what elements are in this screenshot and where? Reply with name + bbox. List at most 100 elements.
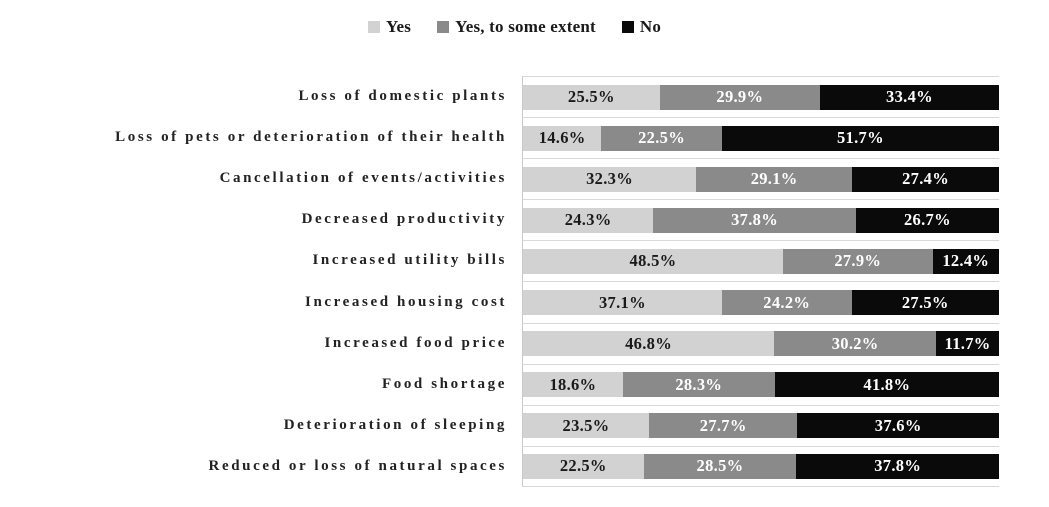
- category-label: Loss of domestic plants: [298, 88, 507, 105]
- bar-segment: 37.1%: [523, 290, 722, 316]
- bar-segment: 23.5%: [523, 413, 649, 439]
- stacked-bar: 24.3% 37.8% 26.7%: [523, 207, 999, 233]
- bar-segment: 27.4%: [852, 166, 999, 192]
- stacked-bar: 25.5% 29.9% 33.4%: [523, 84, 999, 110]
- stacked-bar-chart-figure: Yes Yes, to some extent No Loss of domesti…: [0, 16, 1049, 487]
- bar-segment: 32.3%: [523, 166, 697, 192]
- bar-segment: 37.8%: [653, 207, 856, 233]
- row-plot-area: 32.3% 29.1% 27.4%: [522, 158, 999, 200]
- bar-value-label: 27.7%: [699, 415, 747, 435]
- category-label: Food shortage: [381, 375, 507, 392]
- bar-value-label: 12.4%: [942, 251, 990, 271]
- bar-row: Reduced or loss of natural spaces 22.5% 28…: [0, 445, 999, 487]
- row-plot-area: 22.5% 28.5% 37.8%: [522, 445, 999, 487]
- bar-segment: 25.5%: [523, 84, 660, 110]
- category-label: Increased housing cost: [305, 293, 507, 310]
- bar-value-label: 41.8%: [863, 374, 911, 394]
- row-plot-area: 46.8% 30.2% 11.7%: [522, 322, 999, 364]
- stacked-bar: 18.6% 28.3% 41.8%: [523, 372, 999, 398]
- bar-value-label: 24.3%: [564, 210, 612, 230]
- legend-swatch-icon: [367, 21, 380, 33]
- bar-segment: 33.4%: [819, 84, 999, 110]
- bar-value-label: 46.8%: [625, 333, 672, 353]
- row-plot-area: 24.3% 37.8% 26.7%: [522, 199, 999, 241]
- row-plot-area: 25.5% 29.9% 33.4%: [522, 76, 999, 118]
- bar-row: Cancellation of events/activities 32.3% 29…: [0, 158, 999, 200]
- legend-swatch-icon: [621, 21, 634, 33]
- stacked-bar: 48.5% 27.9% 12.4%: [523, 248, 999, 274]
- bar-segment: 24.3%: [523, 207, 654, 233]
- bar-value-label: 14.6%: [538, 128, 586, 148]
- bar-value-label: 25.5%: [567, 87, 615, 107]
- bar-value-label: 51.7%: [837, 128, 884, 148]
- bar-value-label: 28.5%: [696, 456, 744, 476]
- row-plot-area: 48.5% 27.9% 12.4%: [522, 240, 999, 282]
- bar-segment: 26.7%: [855, 207, 999, 233]
- bar-value-label: 37.8%: [874, 456, 922, 476]
- stacked-bar: 14.6% 22.5% 51.7%: [523, 125, 999, 151]
- legend-swatch-icon: [437, 21, 450, 33]
- bar-value-label: 18.6%: [549, 374, 597, 394]
- row-plot-area: 14.6% 22.5% 51.7%: [522, 117, 999, 159]
- bar-value-label: 11.7%: [944, 333, 991, 353]
- bar-segment: 22.5%: [601, 125, 722, 151]
- category-label: Deterioration of sleeping: [283, 416, 507, 433]
- category-label: Loss of pets or deterioration of their h…: [115, 129, 507, 146]
- bar-segment: 51.7%: [721, 125, 999, 151]
- legend-item: No: [621, 17, 662, 37]
- bar-segment: 29.9%: [659, 84, 820, 110]
- bar-row: Decreased productivity 24.3% 37.8% 26.7%: [0, 199, 999, 241]
- bar-segment: 48.5%: [523, 248, 783, 274]
- bar-value-label: 37.6%: [874, 415, 922, 435]
- bar-row: Increased food price 46.8% 30.2% 11.7%: [0, 322, 999, 364]
- chart-rows: Loss of domestic plants 25.5% 29.9% 33.4% Lo…: [0, 76, 1049, 487]
- bar-value-label: 30.2%: [831, 333, 879, 353]
- bar-segment: 12.4%: [932, 248, 999, 274]
- bar-value-label: 37.8%: [731, 210, 778, 230]
- stacked-bar: 37.1% 24.2% 27.5%: [523, 290, 999, 316]
- bar-segment: 27.9%: [782, 248, 933, 274]
- stacked-bar: 23.5% 27.7% 37.6%: [523, 413, 999, 439]
- bar-row: Increased housing cost 37.1% 24.2% 27.5%: [0, 281, 999, 323]
- bar-value-label: 22.5%: [559, 456, 607, 476]
- bar-row: Loss of pets or deterioration of their h…: [0, 117, 999, 159]
- bar-segment: 46.8%: [523, 331, 775, 357]
- bar-value-label: 27.9%: [834, 251, 882, 271]
- bar-segment: 18.6%: [523, 372, 623, 398]
- bar-value-label: 37.1%: [599, 292, 646, 312]
- bar-segment: 22.5%: [523, 453, 644, 479]
- bar-segment: 37.6%: [797, 413, 999, 439]
- bar-segment: 30.2%: [774, 331, 937, 357]
- bar-row: Loss of domestic plants 25.5% 29.9% 33.4%: [0, 76, 999, 118]
- stacked-bar: 46.8% 30.2% 11.7%: [523, 331, 999, 357]
- bar-value-label: 29.9%: [716, 87, 764, 107]
- category-label: Reduced or loss of natural spaces: [208, 457, 507, 474]
- bar-value-label: 24.2%: [763, 292, 811, 312]
- bar-value-label: 26.7%: [904, 210, 951, 230]
- bar-segment: 28.5%: [643, 453, 797, 479]
- legend-label: Yes: [385, 17, 412, 36]
- legend-label: Yes, to some extent: [455, 17, 596, 36]
- bar-segment: 29.1%: [696, 166, 853, 192]
- bar-value-label: 27.5%: [901, 292, 949, 312]
- bar-row: Food shortage 18.6% 28.3% 41.8%: [0, 363, 999, 405]
- row-plot-area: 37.1% 24.2% 27.5%: [522, 281, 999, 323]
- stacked-bar: 32.3% 29.1% 27.4%: [523, 166, 999, 192]
- bar-value-label: 29.1%: [750, 169, 798, 189]
- legend-item: Yes, to some extent: [437, 17, 596, 37]
- bar-value-label: 27.4%: [902, 169, 949, 189]
- category-label: Cancellation of events/activities: [219, 170, 507, 187]
- bar-value-label: 33.4%: [886, 87, 933, 107]
- bar-value-label: 48.5%: [629, 251, 677, 271]
- bar-segment: 41.8%: [774, 372, 999, 398]
- bar-value-label: 32.3%: [586, 169, 633, 189]
- stacked-bar: 22.5% 28.5% 37.8%: [523, 453, 999, 479]
- legend: Yes Yes, to some extent No: [0, 16, 1049, 38]
- category-label: Increased food price: [324, 334, 507, 351]
- legend-label: No: [639, 17, 662, 36]
- bar-value-label: 28.3%: [675, 374, 723, 394]
- bar-segment: 11.7%: [936, 331, 999, 357]
- bar-segment: 27.5%: [851, 290, 999, 316]
- row-plot-area: 18.6% 28.3% 41.8%: [522, 363, 999, 405]
- bar-segment: 24.2%: [721, 290, 852, 316]
